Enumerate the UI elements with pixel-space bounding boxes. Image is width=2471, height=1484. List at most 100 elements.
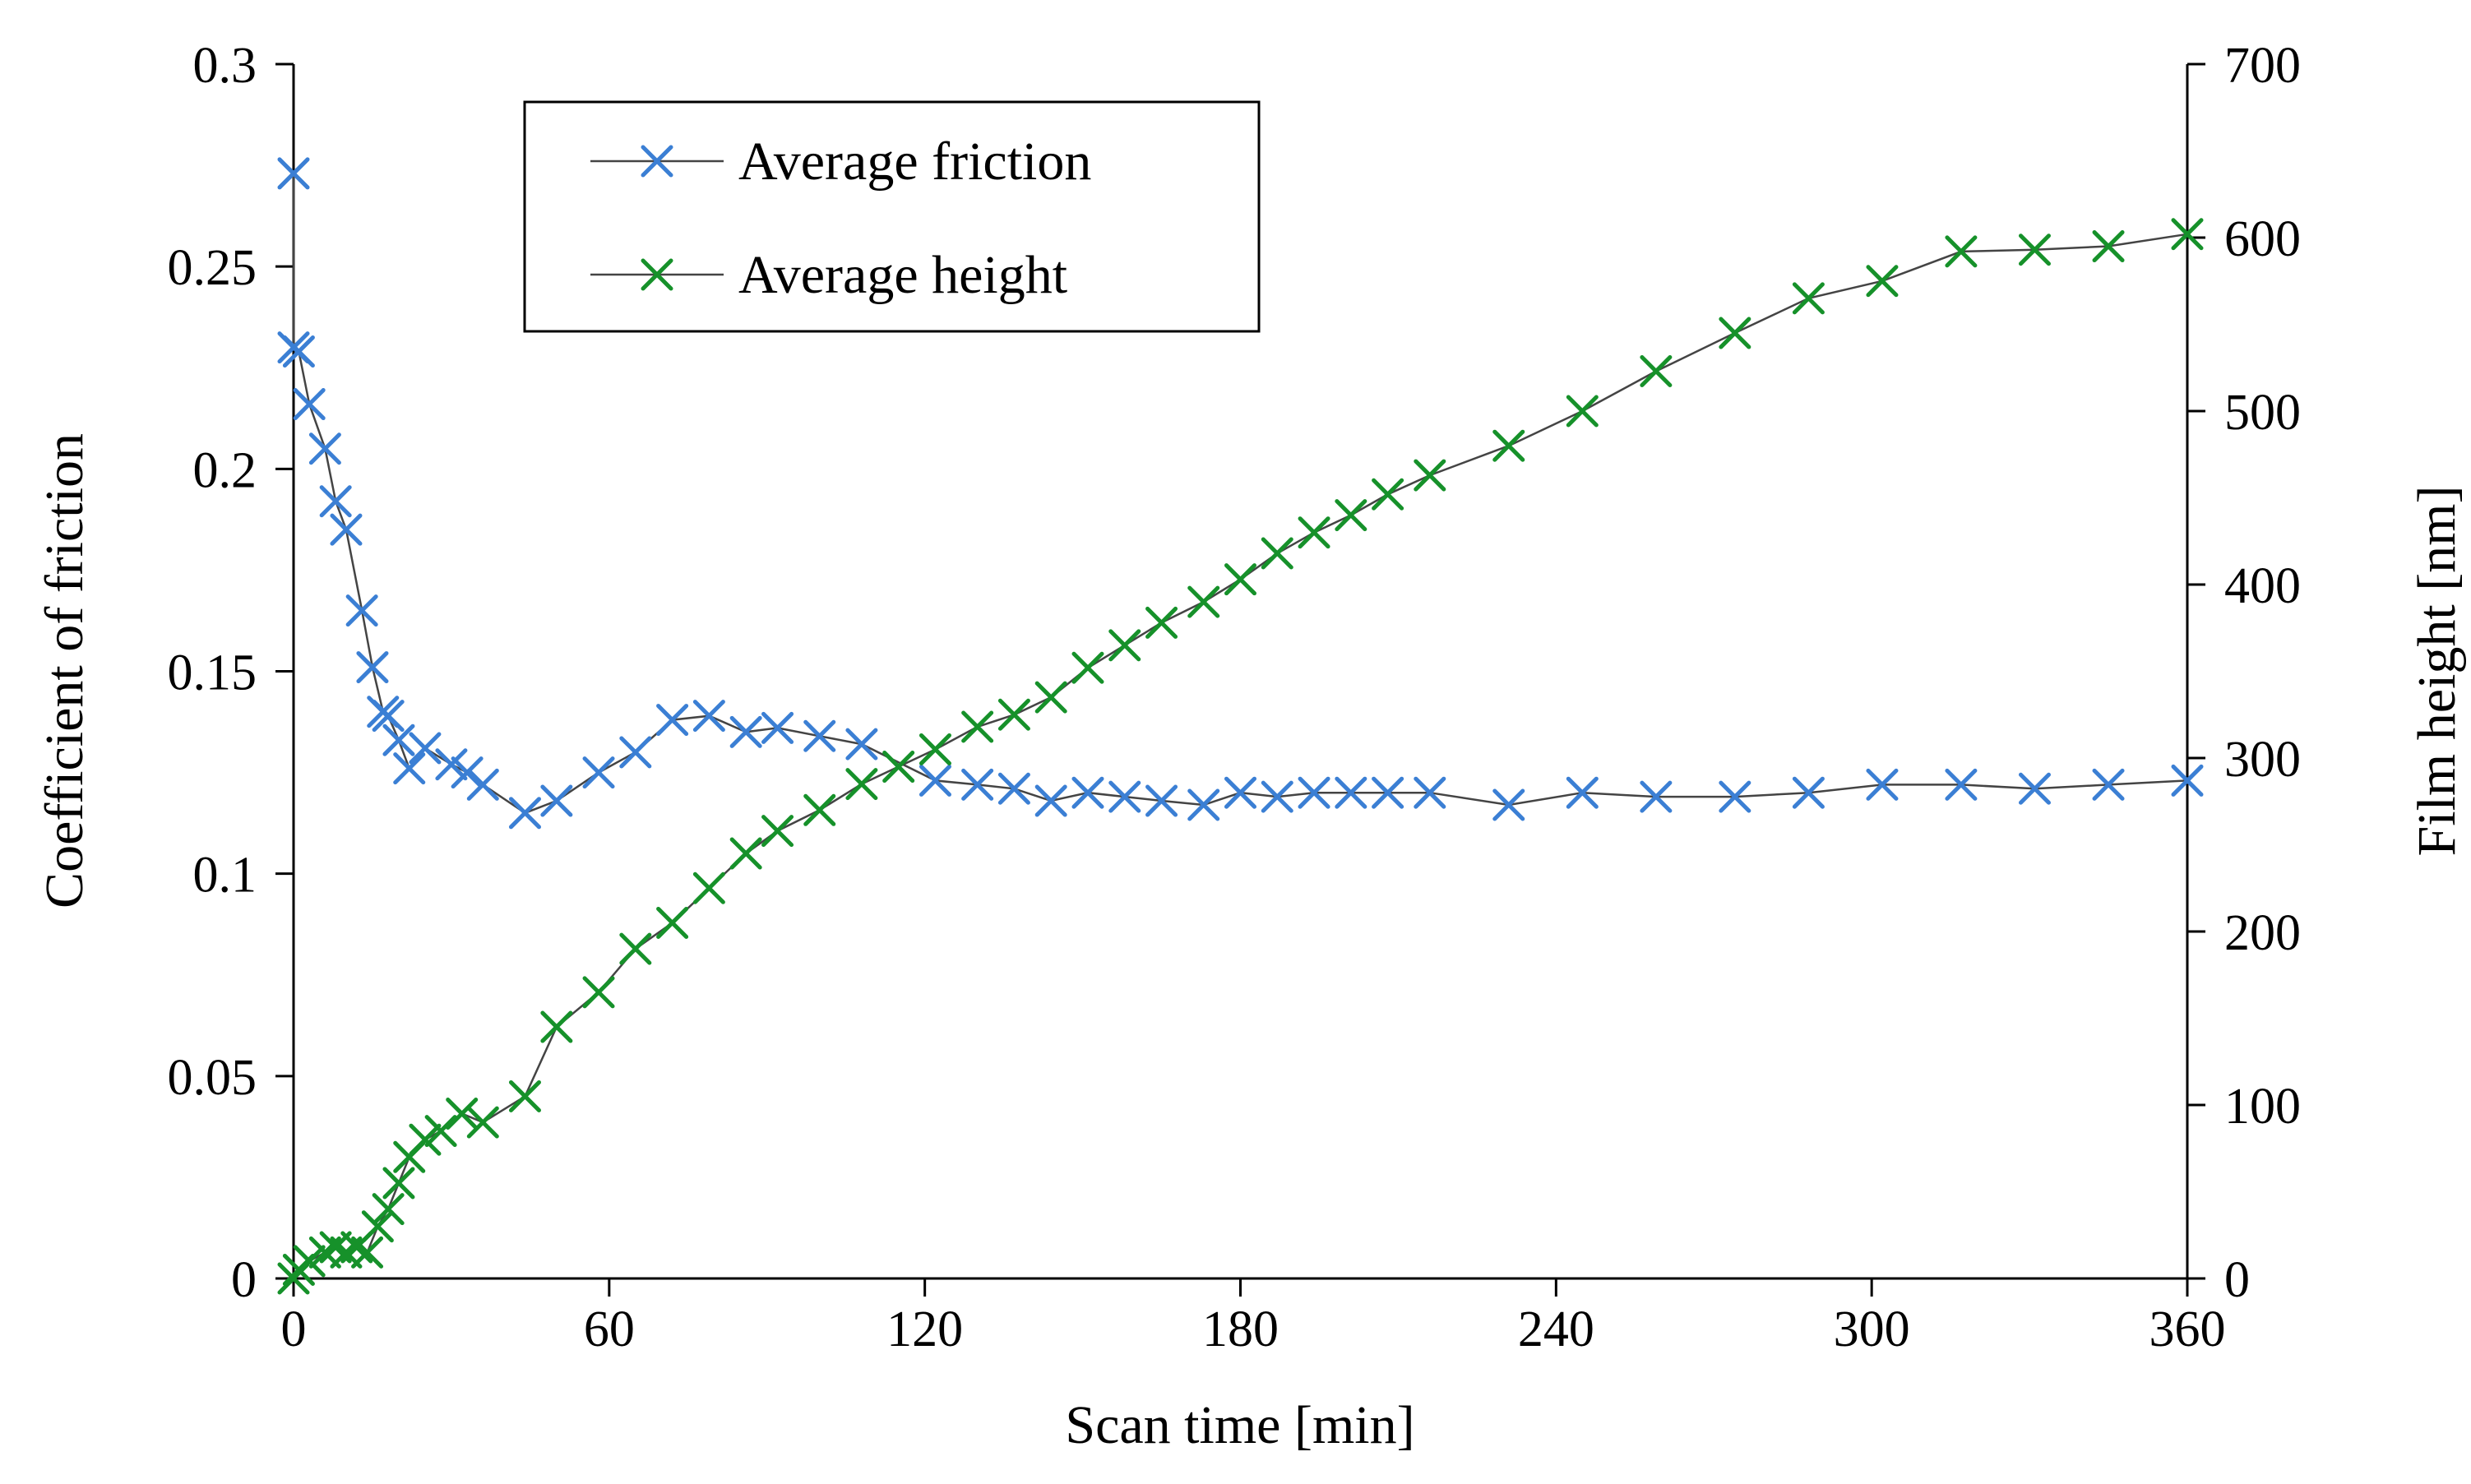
data-point-friction: [1640, 780, 1673, 813]
data-point-height: [1335, 499, 1367, 532]
data-point-friction: [466, 768, 499, 801]
left-y-tick-label: 0.25: [168, 240, 257, 296]
data-point-height: [446, 1098, 479, 1130]
data-point-friction: [1187, 788, 1220, 821]
legend-x-marker-friction: [641, 145, 673, 178]
data-point-friction: [1414, 776, 1446, 809]
data-point-friction: [1866, 768, 1899, 801]
left-y-tick-label: 0: [231, 1252, 257, 1308]
data-point-friction: [656, 704, 689, 737]
data-point-friction: [1108, 780, 1141, 813]
x-tick-label: 120: [886, 1301, 963, 1357]
data-point-friction: [729, 715, 762, 748]
data-point-height: [1792, 282, 1825, 315]
data-point-height: [761, 815, 794, 848]
right-y-tick-label: 200: [2224, 905, 2301, 961]
left-y-tick-label: 0.1: [193, 848, 257, 904]
data-point-friction: [1298, 776, 1330, 809]
data-point-friction: [356, 651, 389, 684]
data-point-friction: [540, 784, 573, 817]
data-point-friction: [582, 756, 615, 789]
data-point-friction: [619, 736, 652, 769]
right-y-tick-label: 0: [2224, 1252, 2250, 1308]
left-y-tick-label: 0.05: [168, 1050, 257, 1106]
series-line-height: [292, 233, 2188, 1279]
left-y-axis-ticks: 0 0.05 0.1 0.15 0.2 0.25 0.3: [168, 38, 294, 1308]
data-point-friction: [803, 719, 836, 752]
right-y-tick-label: 300: [2224, 732, 2301, 788]
data-point-friction: [319, 485, 352, 518]
data-point-height: [372, 1193, 405, 1226]
left-y-tick-label: 0.15: [168, 645, 257, 701]
legend: Average friction Average height: [523, 100, 1261, 333]
data-point-friction: [1335, 776, 1367, 809]
data-point-height: [508, 1079, 541, 1112]
x-tick-label: 0: [281, 1301, 307, 1357]
data-point-height: [845, 768, 878, 801]
data-point-height: [351, 1236, 384, 1269]
data-point-friction: [1224, 776, 1256, 809]
data-point-friction: [961, 768, 994, 801]
data-point-height: [1187, 585, 1220, 618]
data-point-friction: [282, 335, 315, 368]
data-point-height: [466, 1106, 499, 1139]
data-point-height: [619, 932, 652, 965]
data-point-friction: [919, 764, 951, 797]
data-point-height: [1866, 265, 1899, 298]
data-point-friction: [293, 388, 326, 421]
legend-marker-friction: [641, 145, 673, 178]
data-point-friction: [277, 157, 310, 190]
right-y-axis-ticks: 0 100 200 300 400 500 600 700: [2187, 38, 2301, 1308]
data-point-friction: [2171, 764, 2204, 797]
right-y-tick-label: 500: [2224, 385, 2301, 441]
x-axis-ticks: 0 60 120 180 240 300 360: [281, 1278, 2226, 1357]
legend-x-marker-height: [641, 258, 673, 291]
legend-box: [523, 100, 1261, 333]
data-point-height: [1145, 606, 1178, 639]
series-markers-height: [277, 218, 2204, 1295]
data-point-friction: [409, 732, 442, 765]
data-point-height: [692, 871, 725, 904]
data-point-friction: [845, 728, 878, 760]
left-y-tick-label: 0.2: [193, 442, 257, 498]
data-point-height: [803, 793, 836, 826]
data-point-friction: [330, 513, 363, 546]
data-point-height: [382, 1167, 415, 1200]
left-y-tick-label: 0.3: [193, 38, 257, 94]
data-point-friction: [1372, 776, 1404, 809]
data-point-friction: [1145, 784, 1178, 817]
right-y-axis-title: Film height [nm]: [2407, 486, 2467, 857]
data-point-height: [1372, 478, 1404, 511]
x-axis-title: Scan time [min]: [1065, 1395, 1414, 1455]
data-point-friction: [2092, 768, 2125, 801]
data-point-friction: [1071, 776, 1104, 809]
legend-marker-height: [641, 258, 673, 291]
data-point-height: [293, 1245, 326, 1278]
data-point-height: [540, 1010, 573, 1043]
data-point-height: [361, 1210, 394, 1243]
data-point-friction: [692, 700, 725, 733]
data-point-friction: [308, 432, 341, 465]
data-point-height: [919, 733, 951, 765]
right-y-tick-label: 600: [2224, 211, 2301, 267]
data-point-friction: [1034, 784, 1067, 817]
data-point-friction: [393, 752, 426, 785]
data-point-height: [1492, 429, 1525, 462]
data-point-friction: [435, 748, 468, 781]
data-point-friction: [761, 711, 794, 744]
data-point-friction: [1261, 780, 1293, 813]
data-point-height: [1945, 235, 1978, 268]
x-tick-label: 60: [584, 1301, 635, 1357]
data-point-friction: [372, 700, 405, 733]
data-point-friction: [1566, 776, 1599, 809]
data-point-height: [582, 976, 615, 1009]
data-point-height: [656, 906, 689, 939]
data-point-friction: [1945, 768, 1978, 801]
data-point-height: [1566, 395, 1599, 428]
data-point-height: [1261, 537, 1293, 570]
data-point-height: [882, 751, 915, 784]
right-y-tick-label: 100: [2224, 1079, 2301, 1135]
x-tick-label: 300: [1834, 1301, 1910, 1357]
data-point-height: [729, 837, 762, 870]
